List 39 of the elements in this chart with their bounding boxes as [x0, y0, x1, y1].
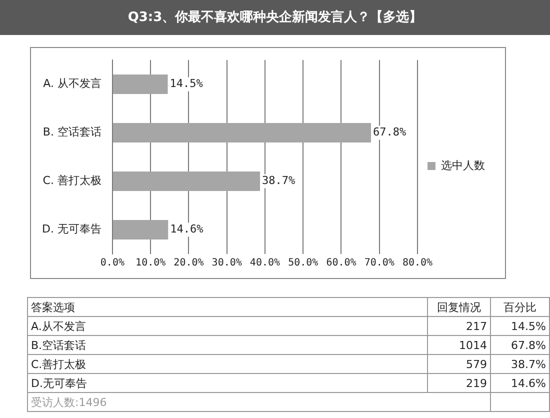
text: 百分比 [490, 298, 550, 316]
text: 217 [428, 316, 490, 336]
text: C.善打太极 [28, 354, 428, 374]
data-label: 38.7% [262, 174, 296, 188]
text: 38.7% [490, 354, 550, 374]
data-label: 67.8% [372, 126, 406, 139]
x-tick-label: 60.0% [326, 258, 356, 269]
bar [112, 74, 168, 94]
bar [112, 123, 371, 142]
x-tick-label: 80.0% [402, 258, 433, 269]
y-tick-label: B. 空话套话 [42, 126, 102, 139]
data-label: 14.6% [170, 222, 204, 236]
data-label: 14.5% [170, 77, 204, 90]
text: 答案选项 [28, 298, 428, 316]
x-tick-label: 40.0% [250, 258, 280, 269]
bar [112, 172, 260, 191]
text: 14.6% [490, 374, 550, 392]
text: 回复情况 [428, 298, 490, 316]
text: 14.5% [490, 316, 550, 336]
y-tick-label: A. 从不发言 [43, 77, 102, 90]
text: 579 [428, 354, 490, 374]
text: 219 [428, 374, 490, 392]
x-tick-label: 0.0% [100, 258, 125, 269]
y-tick-label: C. 善打太极 [42, 174, 102, 188]
text: 受访人数:1496 [28, 392, 490, 412]
text: B.空话套话 [28, 336, 428, 354]
y-tick-label: D. 无可奉告 [42, 222, 102, 236]
chart-title: Q3:3、你最不喜欢哪种央企新闻发言人？【多选】 [0, 0, 550, 35]
x-tick-label: 70.0% [364, 258, 394, 269]
x-tick-label: 20.0% [174, 258, 204, 269]
text: A.从不发言 [28, 316, 428, 336]
x-tick-label: 30.0% [212, 258, 242, 269]
x-tick-label: 50.0% [288, 258, 318, 269]
text: D.无可奉告 [28, 374, 428, 392]
legend-label: 选中人数 [441, 158, 485, 172]
text: 67.8% [490, 336, 550, 354]
bar [112, 220, 168, 240]
text: 1014 [428, 336, 490, 354]
x-tick-label: 10.0% [136, 258, 166, 269]
